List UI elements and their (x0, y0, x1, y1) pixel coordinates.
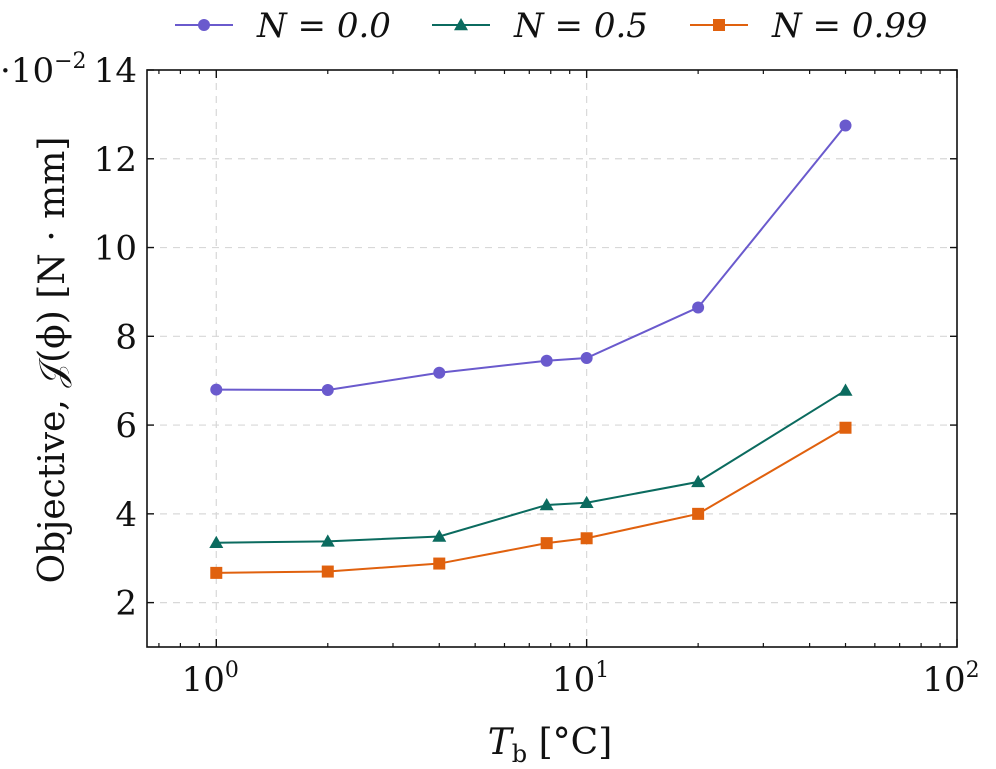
data-point (210, 566, 223, 579)
legend-label: N = 0.99 (771, 6, 928, 46)
plot-frame (146, 69, 958, 648)
data-point (692, 507, 705, 520)
data-point (838, 383, 853, 396)
series-line (216, 389, 847, 544)
legend-label: N = 0.5 (513, 6, 648, 46)
data-point (839, 421, 852, 434)
series-layer (209, 119, 853, 579)
data-point (433, 557, 446, 570)
y-tick-label: 8 (115, 317, 137, 357)
y-tick-label: 2 (115, 584, 137, 624)
data-point (580, 532, 593, 545)
legend-label: N = 0.0 (256, 6, 391, 46)
data-point (539, 497, 554, 511)
data-point (432, 529, 447, 542)
y-axis-title: Objective, 𝒥(ϕ) [N · mm] (32, 137, 73, 584)
legend-item: N = 0.5 (432, 6, 648, 46)
data-point (321, 384, 334, 397)
series-circle (210, 119, 852, 397)
y-tick-label: 12 (94, 140, 137, 180)
x-tick-label: 100 (182, 658, 239, 700)
series-triangle (209, 383, 853, 548)
data-point (320, 534, 335, 547)
y-multiplier: ·10−2 (0, 49, 87, 91)
y-tick-label: 14 (94, 51, 137, 91)
series-square (210, 421, 852, 579)
y-tick-label: 4 (115, 495, 137, 535)
data-point (209, 535, 224, 548)
x-tick-label: 101 (552, 658, 609, 700)
data-point (691, 474, 706, 488)
data-point (580, 352, 593, 365)
data-point (210, 383, 223, 396)
y-tick-label: 10 (94, 229, 137, 269)
data-point (579, 495, 594, 508)
x-tick-label: 102 (922, 658, 979, 700)
series-line (216, 124, 847, 392)
data-point (692, 301, 705, 314)
legend-marker (198, 19, 210, 31)
x-axis-title: Tb [°C] (488, 722, 612, 768)
data-point (433, 366, 446, 379)
legend-item: N = 0.0 (175, 6, 391, 46)
y-tick-label: 6 (115, 406, 137, 446)
legend-marker (454, 18, 468, 31)
data-point (540, 537, 553, 550)
legend-item: N = 0.99 (690, 6, 928, 46)
data-point (540, 354, 553, 367)
tick-labels: 2 4 6 8 10 12 14 100 101 102 (94, 51, 980, 700)
data-point (321, 565, 334, 578)
legend: N = 0.0 N = 0.5 N = 0.99 (175, 6, 928, 46)
legend-marker (713, 19, 725, 31)
data-point (839, 119, 852, 132)
